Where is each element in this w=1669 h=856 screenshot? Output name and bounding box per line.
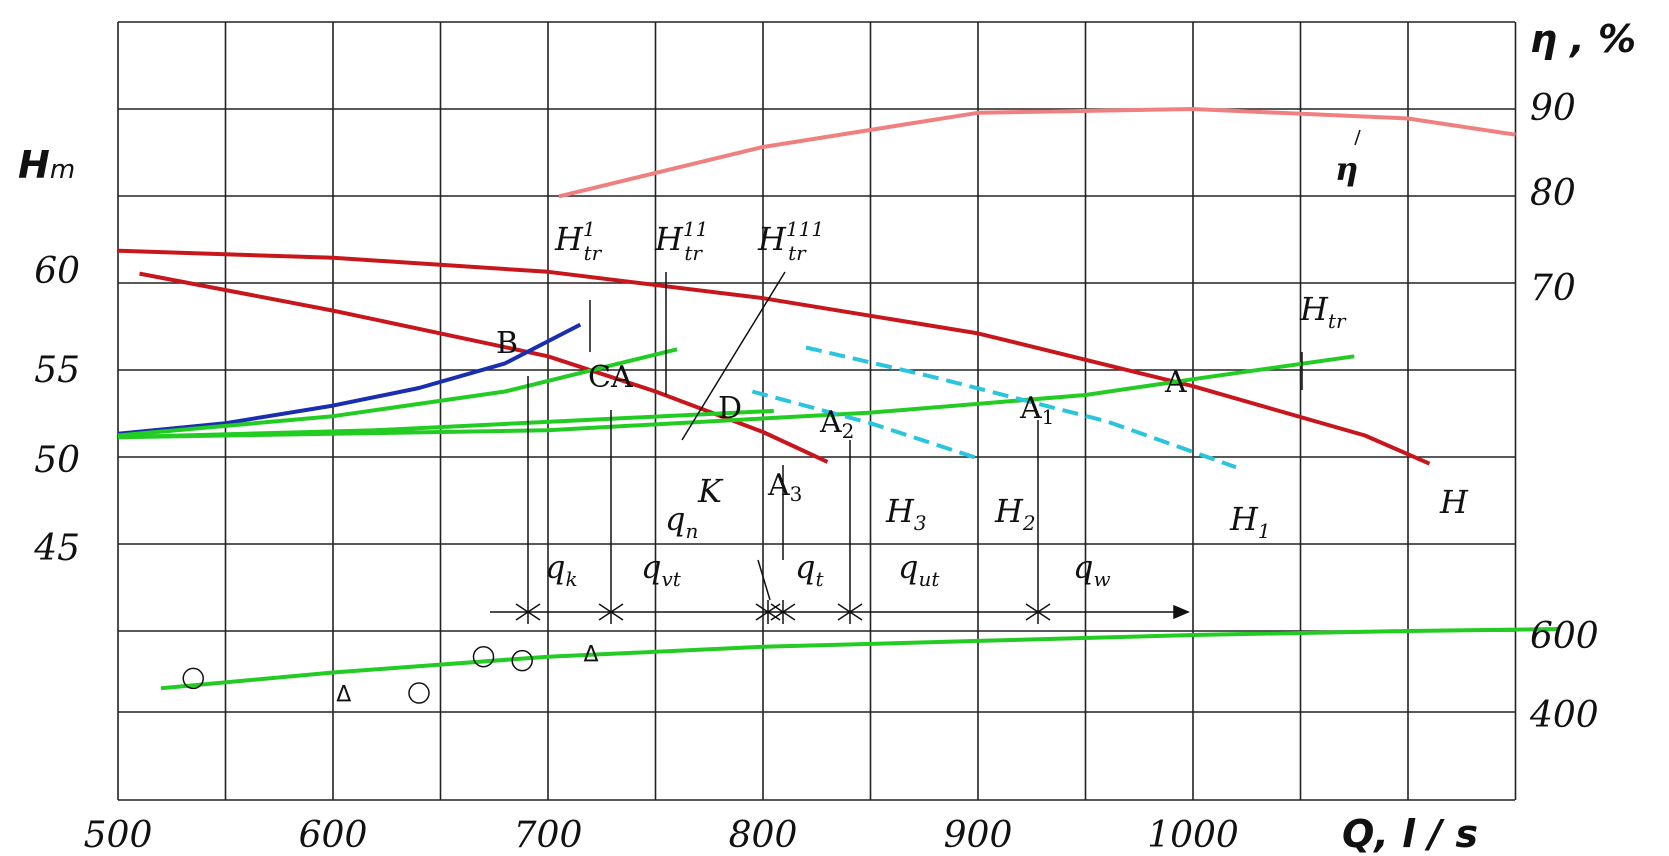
series-line-η bbox=[558, 107, 1516, 199]
power-tick: 600 bbox=[1530, 616, 1599, 657]
power-axis: 600 400 bbox=[1529, 616, 1599, 736]
label-qvt: qvt bbox=[641, 548, 682, 591]
label-H2: H2 bbox=[994, 492, 1036, 535]
point-labels: A A1 A2 A3 B CA D K bbox=[496, 326, 1187, 510]
series-line-H¹¹tr bbox=[117, 347, 678, 438]
label-qut: qut bbox=[898, 548, 940, 591]
label-Htr-11: H11 tr bbox=[654, 217, 708, 265]
x-tick: 900 bbox=[944, 815, 1013, 856]
head-tick: 55 bbox=[34, 350, 80, 391]
head-tick: 45 bbox=[33, 528, 80, 569]
series-line-H2 bbox=[805, 345, 1237, 470]
x-axis-title: Q, l / s bbox=[1342, 812, 1478, 856]
point-D: D bbox=[718, 391, 742, 426]
label-H1: H1 bbox=[1229, 500, 1271, 543]
label-H3: H3 bbox=[885, 492, 927, 535]
efficiency-tick: 90 bbox=[1530, 88, 1576, 129]
curves bbox=[117, 107, 1559, 691]
series-line-H bbox=[117, 248, 1431, 466]
label-H: H bbox=[1439, 483, 1469, 521]
x-tick: 500 bbox=[84, 815, 153, 856]
label-qt: qt bbox=[795, 548, 824, 591]
point-A3: A3 bbox=[767, 468, 802, 506]
grid bbox=[117, 21, 1517, 801]
head-tick: 50 bbox=[34, 440, 80, 481]
efficiency-tick: 80 bbox=[1530, 173, 1576, 214]
head-axis-title: Hm bbox=[18, 143, 75, 187]
triangle-marker: Δ bbox=[583, 642, 598, 667]
label-Htr-1: H1 tr bbox=[554, 217, 603, 265]
series-line-Htr bbox=[117, 354, 1355, 440]
power-tick: 400 bbox=[1529, 695, 1599, 736]
x-tick: 700 bbox=[514, 815, 583, 856]
x-tick: 1000 bbox=[1147, 815, 1239, 856]
point-A2: A2 bbox=[819, 405, 854, 443]
markers: ΔΔ bbox=[182, 642, 599, 708]
x-tick: 800 bbox=[729, 815, 798, 856]
x-tick: 600 bbox=[299, 815, 368, 856]
label-Htr-111: H111 tr bbox=[757, 217, 824, 265]
point-B: B bbox=[496, 326, 518, 361]
series-line-system-2 bbox=[139, 271, 829, 464]
efficiency-axis-title: η , % bbox=[1530, 17, 1636, 61]
point-A: A bbox=[1164, 365, 1187, 400]
label-qk: qk bbox=[545, 548, 578, 591]
efficiency-axis: η , % 90 80 70 bbox=[1530, 17, 1636, 309]
point-K: K bbox=[697, 472, 724, 510]
flow-dimension-line bbox=[490, 129, 1361, 624]
label-Htr: Htr bbox=[1299, 290, 1347, 333]
circle-marker bbox=[182, 667, 204, 690]
circle-marker bbox=[472, 645, 495, 668]
triangle-marker: Δ bbox=[336, 683, 351, 708]
head-axis: Hm 60 55 50 45 bbox=[18, 143, 80, 569]
point-CA: CA bbox=[588, 360, 633, 395]
flow-segment-labels: qk qvt qn qt qut qw bbox=[545, 500, 1111, 591]
series-line-N bbox=[160, 627, 1559, 691]
circle-marker bbox=[408, 682, 430, 704]
head-tick: 60 bbox=[34, 251, 80, 292]
series-line-H1 bbox=[751, 389, 979, 461]
series-line-H¹tr bbox=[117, 322, 582, 436]
efficiency-tick: 70 bbox=[1530, 268, 1576, 309]
label-qn: qn bbox=[665, 500, 698, 543]
point-A1: A1 bbox=[1019, 391, 1054, 429]
label-eta: η bbox=[1335, 150, 1358, 188]
circle-marker bbox=[511, 649, 533, 672]
x-axis: 500 600 700 800 900 1000 Q, l / s bbox=[84, 812, 1478, 856]
label-qw: qw bbox=[1073, 548, 1111, 591]
curve-labels: H η H1 H2 H3 Htr H1 tr H11 tr H111 tr bbox=[554, 150, 1469, 543]
